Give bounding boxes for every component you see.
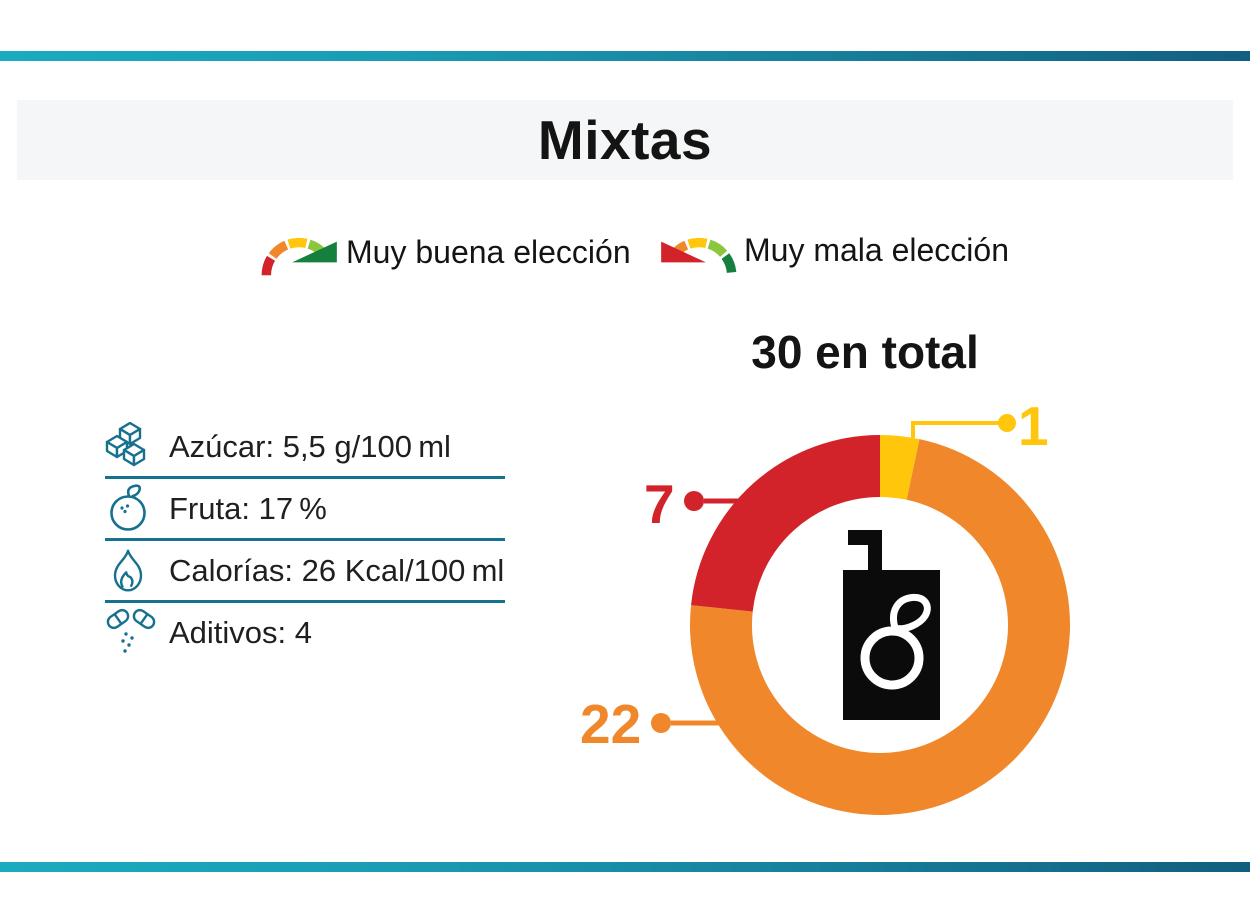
bottom-accent-bar (0, 862, 1250, 872)
nutrition-list: Azúcar: 5,5 g/100 ml Fruta: 17 % (105, 417, 505, 662)
nutrition-label: Azúcar: 5,5 g/100 ml (169, 428, 451, 464)
donut-segment-yellow (879, 434, 920, 500)
fruit-icon (105, 483, 161, 534)
nutrition-label: Fruta: 17 % (169, 490, 327, 526)
donut-segment-orange (690, 439, 1070, 815)
legend-good-label-wrap: Muy buena elección (346, 233, 631, 271)
sugar-cubes-icon (105, 421, 161, 472)
nutrition-row-fruit: Fruta: 17 % (105, 479, 505, 541)
page-title: Mixtas (537, 109, 713, 171)
donut-chart (690, 434, 1070, 815)
nutrition-label: Aditivos: 4 (169, 614, 313, 650)
nutrition-label: Calorías: 26 Kcal/100 ml (169, 552, 505, 588)
leader-dot-yellow (998, 414, 1016, 432)
donut-arcs (690, 434, 1070, 815)
title-band: Mixtas (17, 100, 1233, 180)
pills-icon (105, 608, 161, 658)
legend-bad-label: Muy mala elección (744, 232, 1009, 268)
top-accent-bar (0, 51, 1250, 61)
juice-box-icon (843, 530, 940, 720)
leader-lines (651, 414, 1016, 733)
legend-bad-label-wrap: Muy mala elección (744, 231, 1009, 269)
flame-icon (105, 546, 161, 596)
gauge-good-icon (261, 237, 337, 276)
legend-good-label: Muy buena elección (346, 234, 631, 270)
nutrition-row-calories: Calorías: 26 Kcal/100 ml (105, 541, 505, 603)
donut-title: 30 en total (751, 326, 979, 378)
leader-yellow (911, 421, 1000, 438)
segment-label-yellow: 1 (1018, 395, 1049, 457)
nutrition-row-additives: Aditivos: 4 (105, 603, 505, 662)
segment-label-red: 7 (644, 473, 675, 535)
gauge-bad-icon (661, 237, 737, 274)
leader-dot-red (684, 491, 704, 511)
legend-item-good (256, 226, 342, 278)
donut-segment-red (691, 435, 881, 613)
nutrition-row-sugar: Azúcar: 5,5 g/100 ml (105, 417, 505, 479)
legend-item-bad (656, 226, 742, 278)
leader-dot-orange (651, 713, 671, 733)
segment-label-orange: 22 (580, 693, 642, 755)
